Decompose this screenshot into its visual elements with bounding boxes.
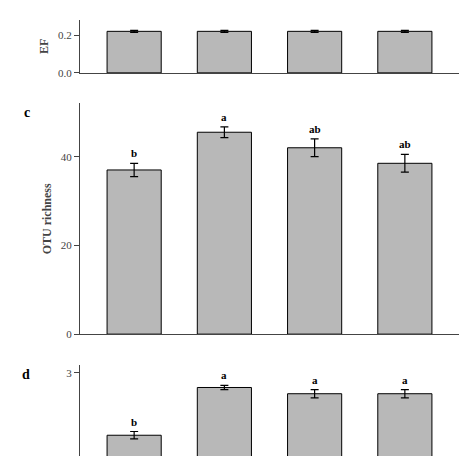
svg-text:a: a [402,374,408,386]
svg-text:EF: EF [37,39,51,54]
svg-text:0.0: 0.0 [58,67,72,79]
svg-text:a: a [221,111,227,123]
svg-text:0.2: 0.2 [58,29,72,41]
svg-text:40: 40 [61,150,73,162]
svg-text:3: 3 [66,367,72,379]
svg-text:a: a [221,369,227,381]
svg-text:c: c [24,105,30,120]
svg-text:ab: ab [399,138,411,150]
svg-text:b: b [131,416,137,428]
svg-text:0: 0 [66,328,72,340]
svg-text:ab: ab [309,123,321,135]
svg-text:OTU richness: OTU richness [40,183,54,254]
svg-text:d: d [22,367,30,382]
svg-text:b: b [131,147,137,159]
svg-text:20: 20 [61,239,73,251]
svg-text:a: a [312,374,318,386]
